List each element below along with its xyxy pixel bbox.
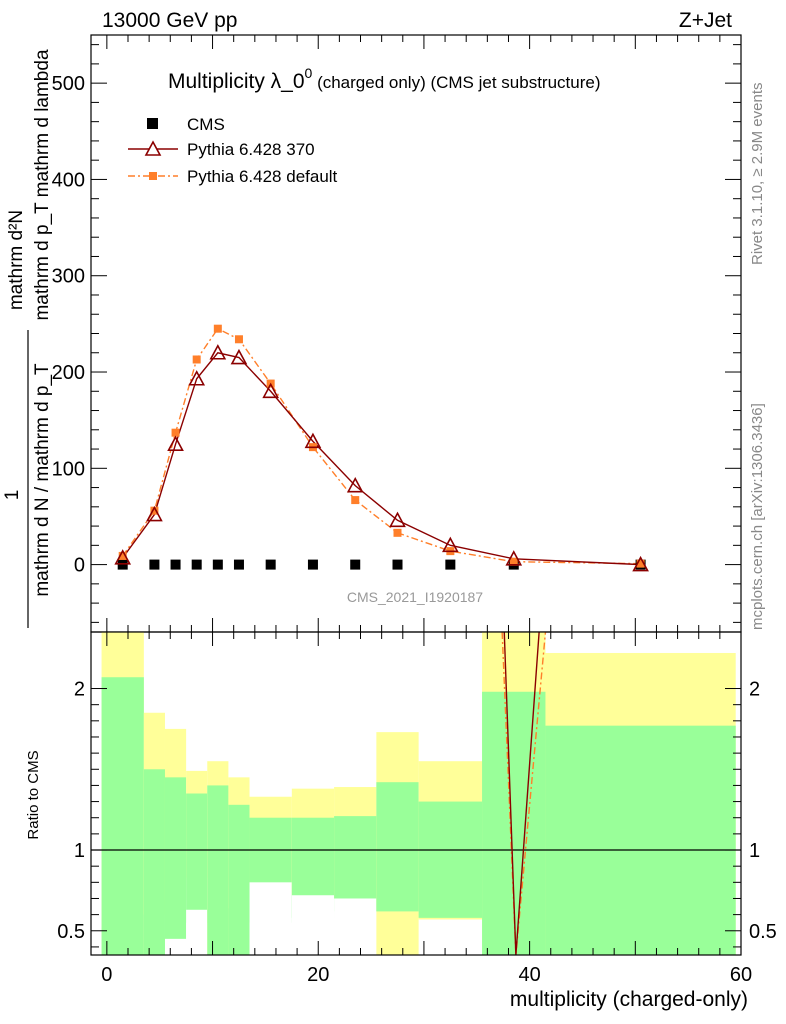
plot-title-main: Multiplicity λ_0 (168, 70, 305, 93)
pythia-default-point (192, 355, 201, 364)
main-series (114, 324, 649, 572)
ratio-y-tick-label-left: 2 (74, 679, 85, 701)
ratio-band-inner (376, 782, 419, 912)
pythia370-point (167, 435, 184, 452)
legend-label-pythia370: Pythia 6.428 370 (187, 140, 315, 159)
cms-point (392, 559, 403, 570)
pythia370-point (230, 348, 248, 365)
ylabel-one: 1 (2, 490, 23, 501)
pythia-default-point (171, 428, 180, 437)
header-left: 13000 GeV pp (102, 9, 237, 32)
ratio-band-inner (418, 801, 483, 918)
ratio-band-inner (164, 777, 187, 939)
plot-title-rest: (charged only) (CMS jet substructure) (312, 73, 600, 92)
mcplots-label: mcplots.cern.ch [arXiv:1306.3436] (749, 403, 766, 630)
ratio-band-inner (143, 769, 165, 955)
main-plot: 0 100 200 300 400 500 CMS_2021_I1920187 Multi… (52, 34, 742, 633)
main-axis-ticks: 0 100 200 300 400 500 (52, 35, 742, 632)
pythia370-point (146, 505, 163, 522)
y-tick-label: 200 (52, 362, 85, 384)
ratio-band-inner (334, 816, 377, 912)
ylabel-numerator-mid: mathrm d p_T mathrm d lambda (32, 49, 53, 320)
x-tick-label: 40 (518, 964, 540, 986)
y-tick-label: 100 (52, 458, 85, 480)
pythia-default-line (122, 327, 641, 565)
ratio-band-gap (186, 909, 208, 955)
x-axis-label: multiplicity (charged-only) (510, 988, 748, 1011)
cms-point (350, 559, 361, 570)
pythia-default-point (393, 528, 402, 537)
ratio-y-tick-label-right: 0.5 (749, 921, 777, 943)
x-tick-label: 60 (730, 964, 752, 986)
pythia-default-point (118, 551, 127, 560)
ratio-pythia-default-line (501, 631, 547, 956)
ratio-band-gap (291, 895, 335, 955)
ratio-band-gap (249, 882, 292, 955)
header-right: Z+Jet (679, 9, 732, 32)
cms-point (265, 559, 276, 570)
ratio-plot: 0 20 40 60 0.5 0.5 1 1 2 2 Ratio to CMS multiplic… (25, 631, 777, 1011)
pythia370-point (632, 555, 649, 572)
legend-marker-pythia370 (144, 140, 162, 156)
cms-point (212, 559, 223, 570)
ylabel-numerator-top: mathrm d²N (6, 210, 27, 310)
cms-point (149, 559, 160, 570)
ratio-band-inner (207, 785, 229, 955)
cms-point (445, 559, 456, 570)
pythia-default-point (509, 557, 518, 566)
legend-marker-cms (147, 118, 158, 129)
pythia-default-point (213, 324, 222, 333)
ratio-y-tick-label-left: 0.5 (57, 921, 85, 943)
cms-point (307, 559, 318, 570)
pythia370-point (505, 550, 523, 566)
main-ylabel: mathrm d²N mathrm d p_T mathrm d lambda … (2, 49, 53, 628)
pythia-default-point (636, 559, 645, 568)
cms-point (170, 559, 181, 570)
pythia370-point (389, 511, 406, 528)
cms-point (191, 559, 202, 570)
ratio-band-inner (101, 677, 144, 955)
ratio-band-inner (545, 725, 736, 955)
pythia-default-point (234, 335, 243, 344)
legend: CMS Pythia 6.428 370 Pythia 6.428 defaul… (128, 115, 338, 186)
ratio-axis-ticks: 0 20 40 60 0.5 0.5 1 1 2 2 (57, 632, 777, 986)
pythia-default-point (150, 506, 159, 515)
plot-title: Multiplicity λ_00 (charged only) (CMS je… (168, 65, 601, 93)
pythia-default-point (351, 496, 360, 505)
legend-marker-pythia-default (149, 172, 157, 180)
x-tick-label: 20 (307, 964, 329, 986)
ratio-band-gap (334, 898, 377, 955)
ratio-y-tick-label-right: 1 (749, 840, 760, 862)
pythia370-point (262, 382, 280, 399)
ratio-band-inner (228, 804, 250, 955)
legend-label-cms: CMS (187, 115, 225, 134)
y-tick-label: 0 (74, 555, 85, 577)
watermark: CMS_2021_I1920187 (347, 589, 483, 605)
ratio-bands (101, 632, 736, 955)
y-tick-label: 300 (52, 266, 85, 288)
y-tick-label: 400 (52, 169, 85, 191)
ratio-frame (90, 631, 742, 956)
legend-label-pythia-default: Pythia 6.428 default (187, 167, 338, 186)
pythia370-point (114, 549, 132, 565)
ratio-ylabel: Ratio to CMS (25, 750, 42, 839)
ylabel-denominator: mathrm d N / mathrm d p_T (32, 363, 53, 597)
y-tick-label: 500 (52, 73, 85, 95)
pythia370-point (304, 432, 322, 449)
x-tick-label: 0 (101, 964, 112, 986)
ratio-y-tick-label-right: 2 (749, 679, 760, 701)
ratio-band-inner (186, 793, 208, 923)
pythia370-point (442, 536, 459, 553)
ratio-band-gap (418, 919, 483, 955)
cms-point (233, 559, 244, 570)
pythia370-point (209, 344, 227, 360)
pythia370-line (122, 351, 641, 566)
pythia370-point (346, 476, 364, 493)
ratio-y-tick-label-left: 1 (74, 840, 85, 862)
plot-title-sup: 0 (305, 65, 313, 81)
pythia370-point (188, 370, 206, 386)
rivet-label: Rivet 3.1.10, ≥ 2.9M events (749, 83, 766, 266)
